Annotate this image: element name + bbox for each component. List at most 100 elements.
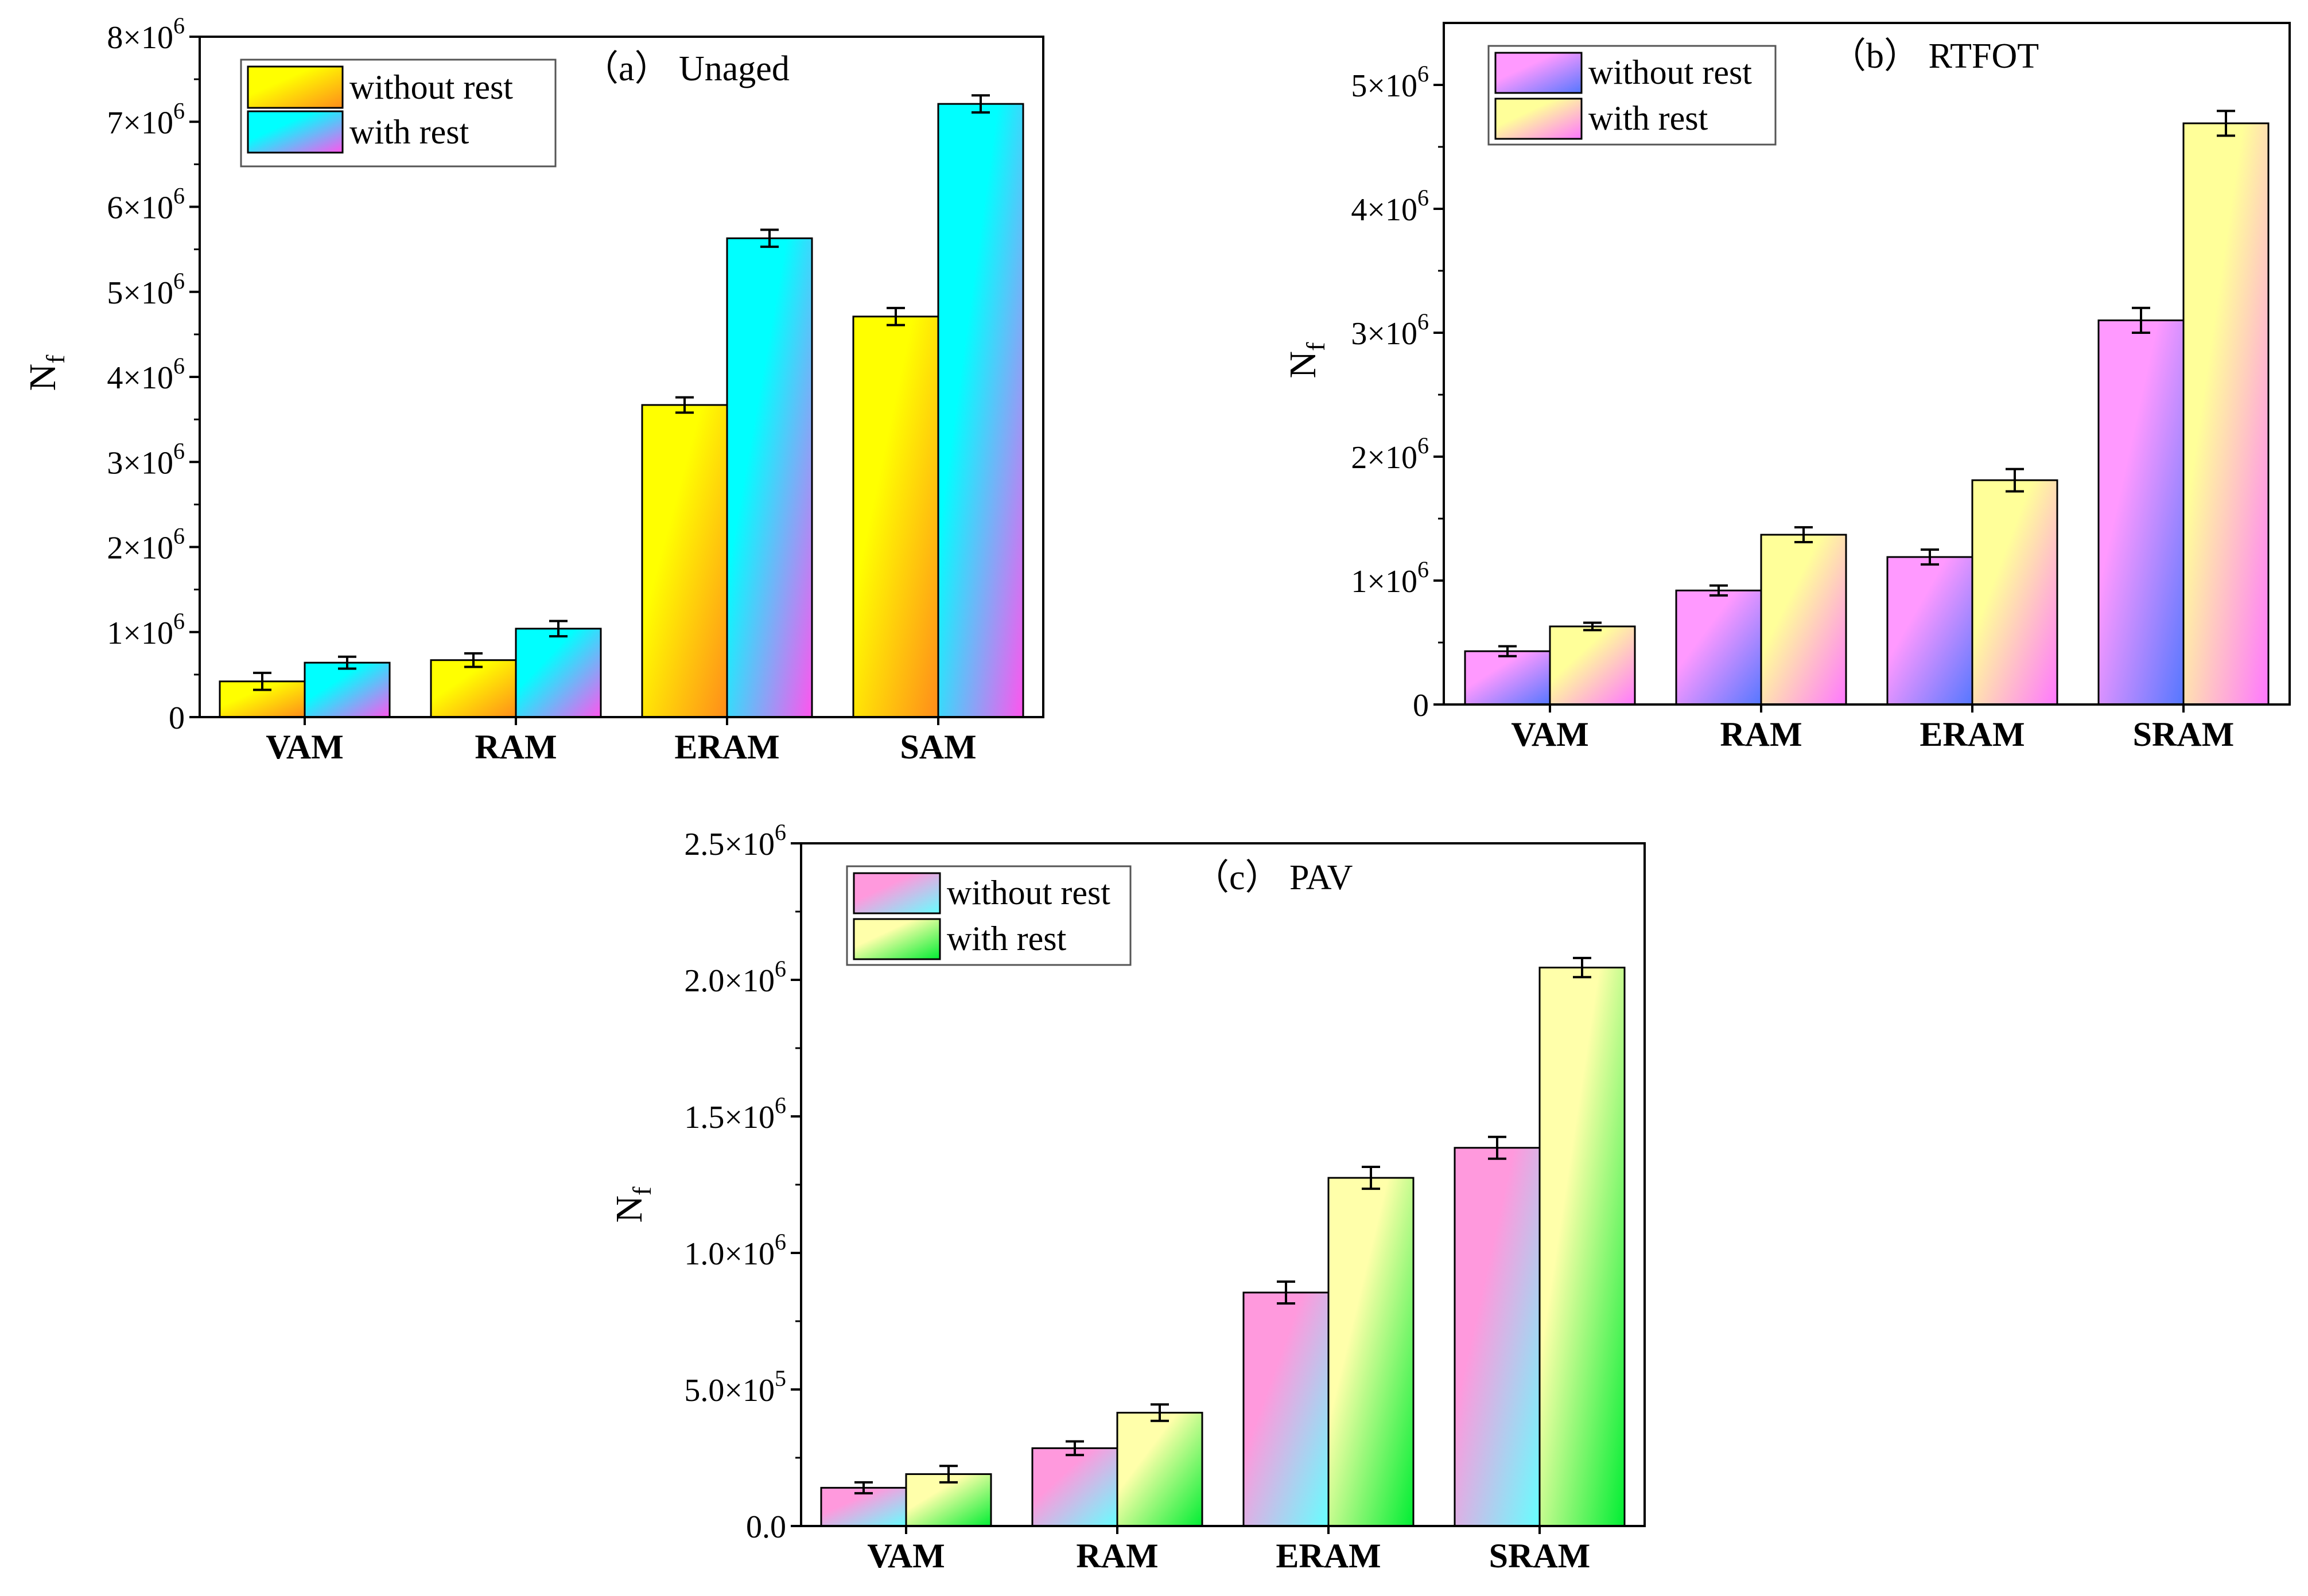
error-bar-c-1-SRAM: [1573, 956, 1591, 979]
y-tick-label: 0.0: [746, 1509, 786, 1545]
bar-b-with-rest-ERAM: [1971, 479, 2058, 706]
error-bar-c-0-SRAM: [1488, 1135, 1506, 1160]
error-bar-c-0-VAM: [854, 1481, 873, 1494]
legend-label: with rest: [349, 113, 469, 151]
legend-swatch: [853, 872, 941, 914]
y-tick-label: 2×106: [107, 523, 185, 566]
legend-label: without rest: [349, 68, 513, 106]
x-tick-label: ERAM: [674, 728, 779, 766]
bar-a-without-rest-SAM: [852, 316, 939, 718]
error-bar-a-0-RAM: [464, 652, 483, 668]
x-tick-label: ERAM: [1920, 715, 2025, 753]
y-tick-label: 1.0×106: [684, 1229, 786, 1272]
legend-label: without rest: [947, 874, 1110, 912]
y-tick-label: 3×106: [107, 438, 185, 481]
chart-title: （c） PAV: [1194, 858, 1353, 897]
bar-b-with-rest-SRAM: [2182, 122, 2270, 706]
bar-c-without-rest-RAM: [1031, 1447, 1118, 1527]
y-tick-label: 1×106: [107, 608, 185, 651]
panel-c: VAM RAM ERAM SRAM 0.0 5.0×105 1.0×106 1.5×106 2.…: [608, 819, 1646, 1575]
bar-a-with-rest-SAM: [937, 103, 1024, 718]
error-bar-a-0-VAM: [253, 671, 271, 691]
x-tick-label: RAM: [1076, 1537, 1158, 1575]
panel-b: VAM RAM ERAM SRAM 0 1×106 2×106 3×106 4×106 5×106…: [1282, 22, 2291, 753]
y-tick-label: 7×106: [107, 98, 185, 141]
error-bar-c-1-RAM: [1151, 1403, 1169, 1422]
error-bar-c-0-ERAM: [1277, 1280, 1295, 1305]
legend-swatch: [1494, 98, 1583, 140]
legend-label: with rest: [947, 920, 1067, 957]
bar-c-without-rest-ERAM: [1242, 1291, 1330, 1527]
y-tick-label: 2.0×106: [684, 956, 786, 999]
bar-c-without-rest-SRAM: [1454, 1147, 1541, 1527]
y-tick-label: 2×106: [1351, 433, 1429, 476]
y-tick-label: 3×106: [1351, 309, 1429, 352]
y-axis-label: Nf: [1282, 342, 1330, 379]
bar-a-with-rest-RAM: [515, 628, 602, 718]
bar-a-with-rest-VAM: [304, 661, 391, 718]
x-tick-label: SRAM: [2133, 715, 2235, 753]
error-bar-b-0-ERAM: [1921, 548, 1939, 566]
bar-b-with-rest-RAM: [1760, 534, 1847, 706]
legend-label: with rest: [1588, 99, 1708, 137]
error-bar-c-0-RAM: [1066, 1440, 1084, 1457]
y-tick-label: 4×106: [107, 353, 185, 396]
y-tick-label: 0: [1413, 688, 1429, 723]
error-bar-c-1-VAM: [939, 1465, 958, 1484]
legend-swatch: [853, 918, 941, 960]
legend: without rest with rest: [240, 59, 557, 168]
error-bar-b-0-VAM: [1498, 645, 1517, 657]
error-bar-b-1-SRAM: [2217, 110, 2235, 137]
y-tick-label: 0: [169, 700, 185, 736]
error-bar-a-1-SAM: [972, 94, 990, 114]
x-tick-label: VAM: [1511, 715, 1589, 753]
legend-label: without rest: [1588, 53, 1752, 91]
error-bar-b-0-RAM: [1709, 584, 1728, 597]
plot-frame: [1443, 22, 2291, 706]
error-bar-b-1-ERAM: [2006, 468, 2024, 493]
chart-title: （a） Unaged: [583, 49, 790, 88]
x-tick-label: SRAM: [1489, 1537, 1591, 1575]
legend-swatch: [247, 65, 344, 109]
legend: without rest with rest: [1487, 45, 1777, 146]
error-bar-a-1-VAM: [338, 655, 356, 670]
y-tick-label: 8×106: [107, 13, 185, 56]
error-bar-b-1-RAM: [1794, 526, 1813, 544]
bar-a-without-rest-RAM: [430, 659, 517, 718]
error-bar-b-0-SRAM: [2132, 306, 2150, 334]
y-tick-label: 5×106: [107, 268, 185, 311]
x-tick-label: RAM: [1720, 715, 1802, 753]
error-bar-a-0-SAM: [887, 306, 905, 326]
y-tick-label: 2.5×106: [684, 819, 786, 862]
bar-a-without-rest-ERAM: [641, 404, 728, 718]
bar-b-without-rest-VAM: [1464, 650, 1551, 706]
legend-swatch: [1494, 52, 1583, 94]
bar-a-with-rest-ERAM: [726, 237, 813, 718]
bar-c-with-rest-ERAM: [1327, 1177, 1415, 1527]
error-bar-a-0-ERAM: [675, 396, 694, 414]
legend: without rest with rest: [846, 865, 1132, 966]
chart-title: （b） RTFOT: [1831, 37, 2039, 76]
panel-a: VAM RAM ERAM SAM 0 1×106 2×106 3×106 4×106 5×106 6…: [22, 13, 1044, 766]
bar-b-without-rest-RAM: [1675, 589, 1762, 706]
x-tick-label: ERAM: [1276, 1537, 1381, 1575]
y-tick-label: 6×106: [107, 183, 185, 226]
y-axis-label: Nf: [22, 355, 70, 391]
bar-b-without-rest-SRAM: [2097, 319, 2185, 706]
bar-c-with-rest-RAM: [1116, 1411, 1203, 1527]
bar-c-with-rest-SRAM: [1538, 967, 1626, 1527]
y-tick-label: 5×106: [1351, 61, 1429, 104]
y-tick-label: 1×106: [1351, 556, 1429, 600]
y-tick-label: 5.0×105: [684, 1365, 786, 1408]
x-tick-label: SAM: [900, 728, 976, 766]
x-tick-label: VAM: [266, 728, 344, 766]
y-axis-label: Nf: [608, 1186, 656, 1223]
x-tick-label: RAM: [475, 728, 557, 766]
error-bar-b-1-VAM: [1583, 621, 1602, 632]
error-bar-a-1-ERAM: [760, 228, 779, 248]
bar-b-without-rest-ERAM: [1886, 556, 1973, 706]
y-tick-label: 1.5×106: [684, 1092, 786, 1135]
y-tick-label: 4×106: [1351, 185, 1429, 228]
legend-swatch: [247, 110, 344, 154]
